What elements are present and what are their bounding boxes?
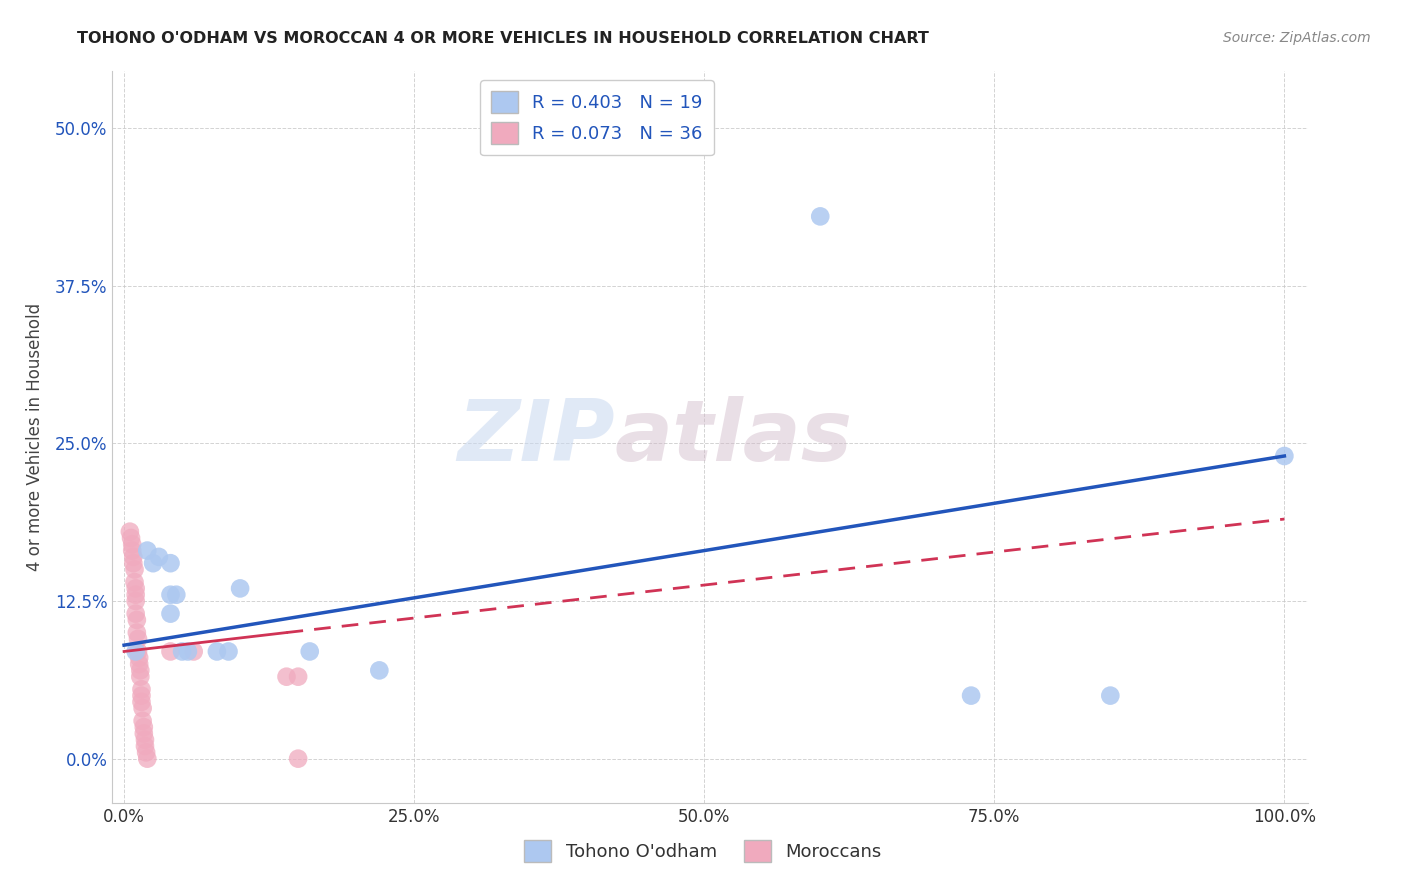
- Point: [159, 607, 181, 621]
- Point: [131, 695, 153, 709]
- Point: [960, 689, 983, 703]
- Text: TOHONO O'ODHAM VS MOROCCAN 4 OR MORE VEHICLES IN HOUSEHOLD CORRELATION CHART: TOHONO O'ODHAM VS MOROCCAN 4 OR MORE VEH…: [77, 31, 929, 46]
- Point: [125, 625, 148, 640]
- Point: [125, 588, 148, 602]
- Point: [131, 714, 153, 728]
- Point: [131, 701, 153, 715]
- Point: [127, 644, 149, 658]
- Point: [134, 732, 156, 747]
- Point: [148, 549, 170, 564]
- Point: [1099, 689, 1122, 703]
- Point: [132, 720, 155, 734]
- Point: [120, 531, 142, 545]
- Text: ZIP: ZIP: [457, 395, 614, 479]
- Point: [125, 613, 148, 627]
- Point: [159, 556, 181, 570]
- Point: [131, 689, 153, 703]
- Point: [142, 556, 165, 570]
- Point: [128, 657, 150, 671]
- Point: [287, 670, 309, 684]
- Point: [1272, 449, 1295, 463]
- Point: [122, 549, 145, 564]
- Point: [124, 562, 146, 576]
- Point: [125, 607, 148, 621]
- Point: [128, 650, 150, 665]
- Point: [129, 664, 152, 678]
- Point: [125, 644, 148, 658]
- Point: [165, 588, 187, 602]
- Point: [131, 682, 153, 697]
- Point: [136, 752, 159, 766]
- Text: Source: ZipAtlas.com: Source: ZipAtlas.com: [1223, 31, 1371, 45]
- Point: [172, 644, 194, 658]
- Legend: R = 0.403   N = 19, R = 0.073   N = 36: R = 0.403 N = 19, R = 0.073 N = 36: [479, 80, 714, 155]
- Point: [298, 644, 321, 658]
- Legend: Tohono O'odham, Moroccans: Tohono O'odham, Moroccans: [517, 833, 889, 870]
- Point: [122, 556, 145, 570]
- Point: [132, 726, 155, 740]
- Point: [121, 543, 143, 558]
- Y-axis label: 4 or more Vehicles in Household: 4 or more Vehicles in Household: [25, 303, 44, 571]
- Point: [135, 745, 157, 759]
- Point: [177, 644, 200, 658]
- Point: [808, 210, 831, 224]
- Point: [124, 575, 146, 590]
- Point: [205, 644, 228, 658]
- Point: [218, 644, 240, 658]
- Point: [121, 537, 143, 551]
- Point: [159, 588, 181, 602]
- Point: [183, 644, 205, 658]
- Point: [134, 739, 156, 753]
- Point: [229, 582, 252, 596]
- Point: [125, 582, 148, 596]
- Text: atlas: atlas: [614, 395, 852, 479]
- Point: [136, 543, 159, 558]
- Point: [368, 664, 391, 678]
- Point: [276, 670, 298, 684]
- Point: [287, 752, 309, 766]
- Point: [159, 644, 181, 658]
- Point: [125, 594, 148, 608]
- Point: [129, 670, 152, 684]
- Point: [127, 632, 149, 646]
- Point: [118, 524, 141, 539]
